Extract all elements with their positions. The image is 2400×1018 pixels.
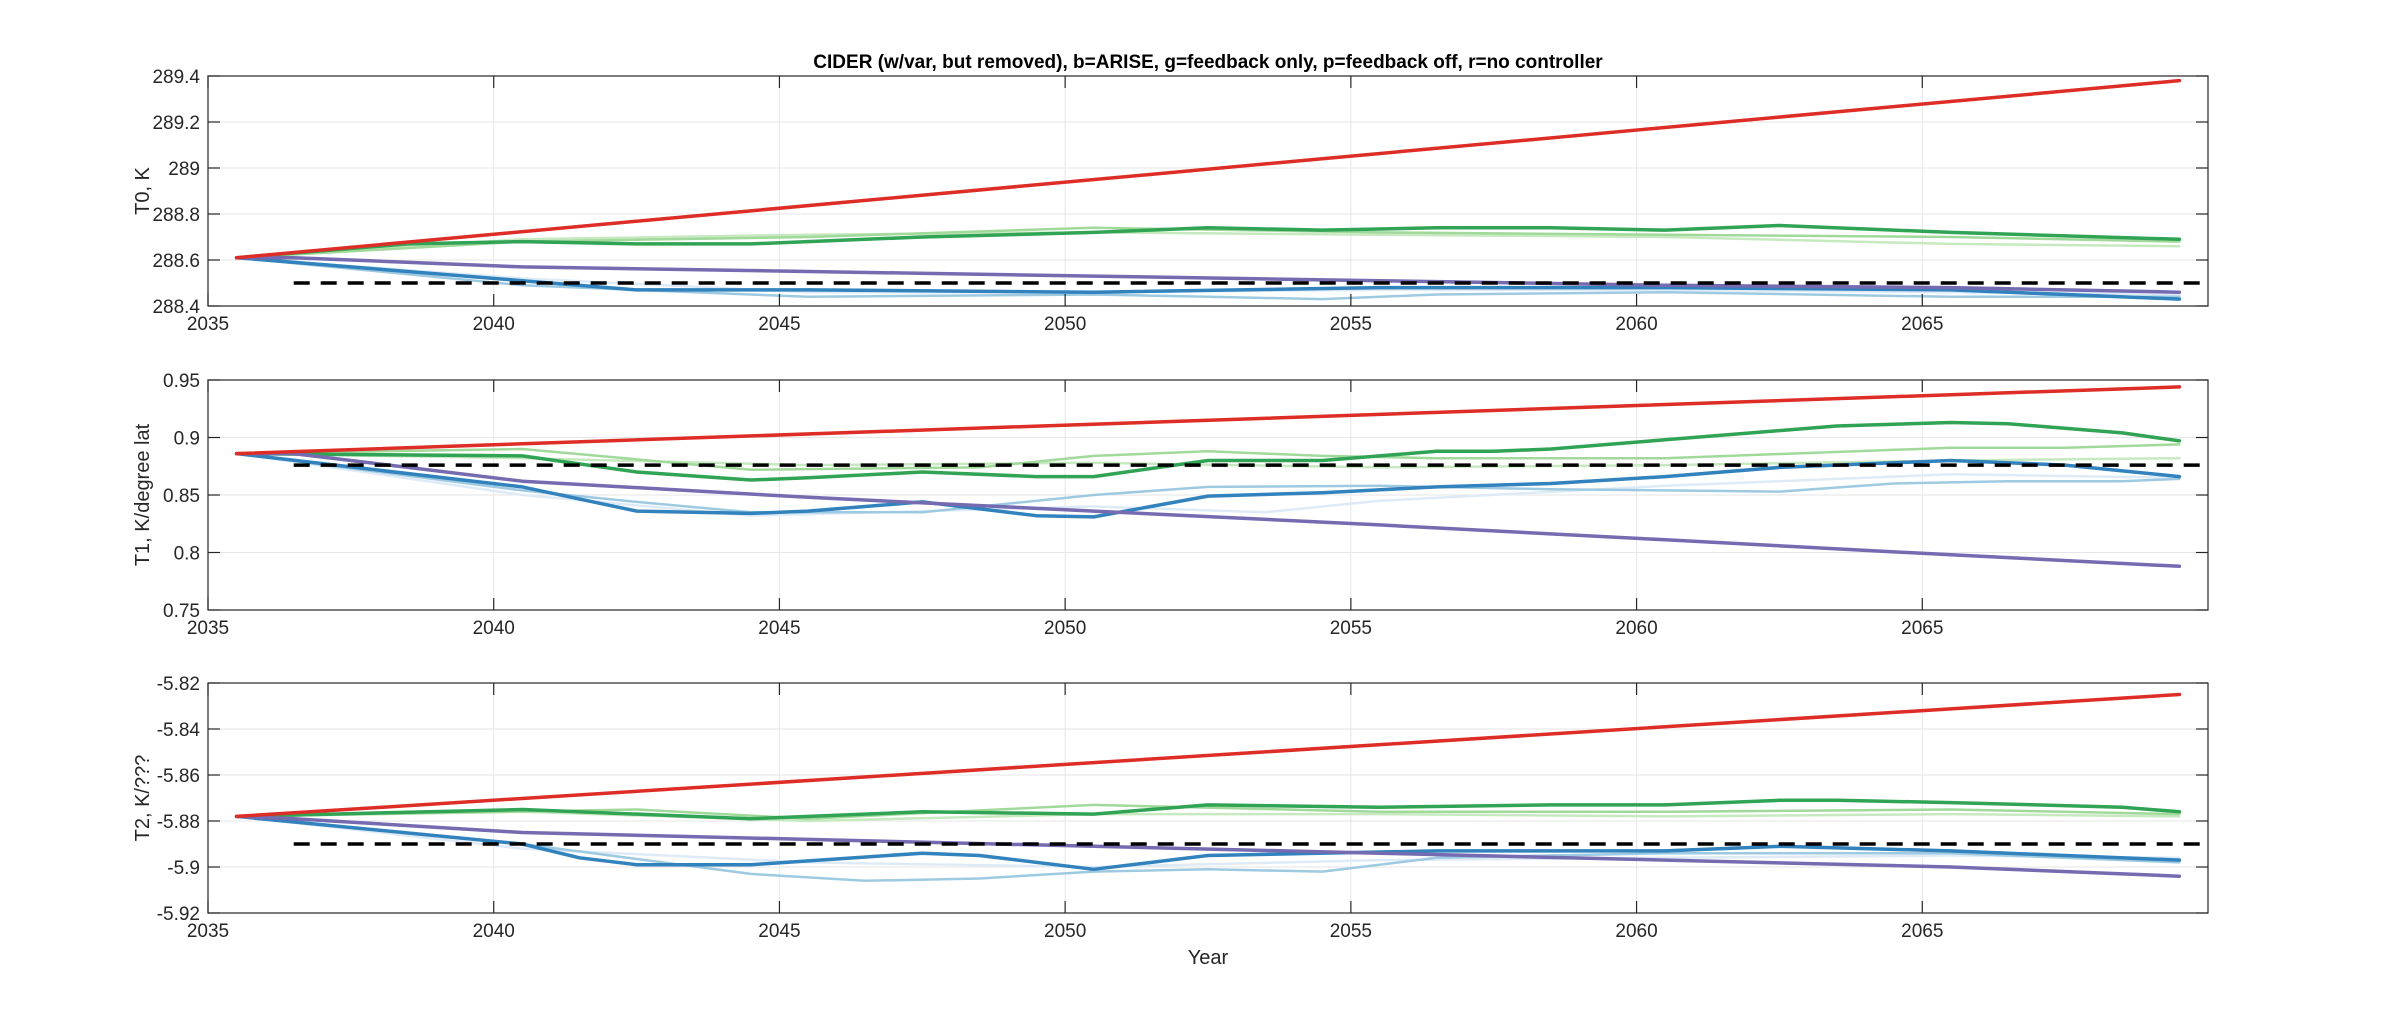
y-tick-label: 0.85	[163, 486, 200, 507]
y-tick-label: 289	[168, 159, 200, 180]
series-line-0	[235, 810, 2181, 823]
x-tick-label: 2050	[1044, 314, 1086, 335]
series-line-7	[234, 385, 2182, 456]
y-tick-label: 0.8	[174, 544, 200, 565]
series-group	[234, 78, 2208, 301]
y-tick-label: -5.86	[157, 766, 200, 787]
x-tick-label: 2060	[1615, 618, 1657, 639]
x-tick-label: 2055	[1330, 921, 1372, 942]
series-line-7	[234, 692, 2182, 819]
x-axis-label: Year	[1188, 947, 1229, 969]
plot-area	[208, 76, 2208, 306]
panel-t2: 2035 2040 2045 2050 2055 2060 2065 -5.92 -5.9 -5.…	[132, 674, 2209, 969]
y-tick-label: 289.4	[152, 67, 200, 88]
series-line-5	[234, 814, 2182, 872]
y-tick-label: -5.84	[157, 720, 201, 741]
panel-t0: 2035 2040 2045 2050 2055 2060 2065 288.4 288.6 28…	[132, 67, 2209, 335]
series-line-7	[234, 78, 2182, 260]
y-tick-label: -5.9	[167, 858, 200, 879]
x-tick-label: 2060	[1615, 921, 1657, 942]
series-line-2	[234, 223, 2182, 260]
series-group	[234, 385, 2208, 569]
ticks: 2035 2040 2045 2050 2055 2060 2065 -5.92 -5.9 -5.…	[157, 674, 2208, 942]
y-tick-label: 0.75	[163, 601, 200, 622]
series-line-4	[235, 452, 2181, 514]
series-line-6	[234, 451, 2182, 569]
x-tick-label: 2050	[1044, 618, 1086, 639]
x-tick-label: 2055	[1330, 618, 1372, 639]
axes-box	[207, 75, 2209, 307]
y-tick-label: -5.88	[157, 812, 200, 833]
x-tick-label: 2035	[187, 618, 229, 639]
panel-t1: 2035 2040 2045 2050 2055 2060 2065 0.75 0.8 0.85 0…	[132, 371, 2209, 639]
x-tick-label: 2065	[1901, 618, 1943, 639]
x-tick-label: 2060	[1615, 314, 1657, 335]
x-tick-label: 2065	[1901, 314, 1943, 335]
y-axis-label: T0, K	[132, 166, 154, 214]
x-tick-label: 2035	[187, 921, 229, 942]
series-line-2	[234, 798, 2182, 821]
series-line-0	[235, 231, 2181, 259]
ticks: 2035 2040 2045 2050 2055 2060 2065 288.4 288.6 28…	[152, 67, 2208, 335]
chart-title: CIDER (w/var, but removed), b=ARISE, g=f…	[813, 52, 1603, 73]
axes-box	[207, 682, 2209, 914]
x-tick-label: 2040	[473, 921, 515, 942]
x-tick-label: 2055	[1330, 314, 1372, 335]
y-axis-label: T2, K/???	[132, 755, 154, 842]
y-tick-label: -5.82	[157, 674, 200, 695]
x-tick-label: 2045	[758, 618, 800, 639]
y-tick-label: 0.9	[174, 429, 200, 450]
series-line-6	[234, 255, 2182, 294]
series-line-2	[234, 420, 2182, 482]
series-line-1	[235, 803, 2181, 820]
x-tick-label: 2065	[1901, 921, 1943, 942]
y-tick-label: 288.6	[152, 251, 200, 272]
x-tick-label: 2045	[758, 921, 800, 942]
x-tick-label: 2045	[758, 314, 800, 335]
y-tick-label: -5.92	[157, 904, 200, 925]
x-tick-label: 2035	[187, 314, 229, 335]
x-tick-label: 2040	[473, 314, 515, 335]
series-line-6	[234, 814, 2182, 878]
x-tick-label: 2050	[1044, 921, 1086, 942]
x-tick-label: 2040	[473, 618, 515, 639]
y-tick-label: 288.8	[152, 205, 200, 226]
y-tick-label: 289.2	[152, 113, 200, 134]
ticks: 2035 2040 2045 2050 2055 2060 2065 0.75 0.8 0.85 0…	[163, 371, 2208, 639]
y-tick-label: 0.95	[163, 371, 200, 392]
y-tick-label: 288.4	[152, 297, 200, 318]
series-group	[234, 692, 2208, 883]
series-line-4	[235, 815, 2181, 883]
series-line-5	[234, 255, 2182, 301]
y-axis-label: T1, K/degree lat	[132, 423, 154, 566]
